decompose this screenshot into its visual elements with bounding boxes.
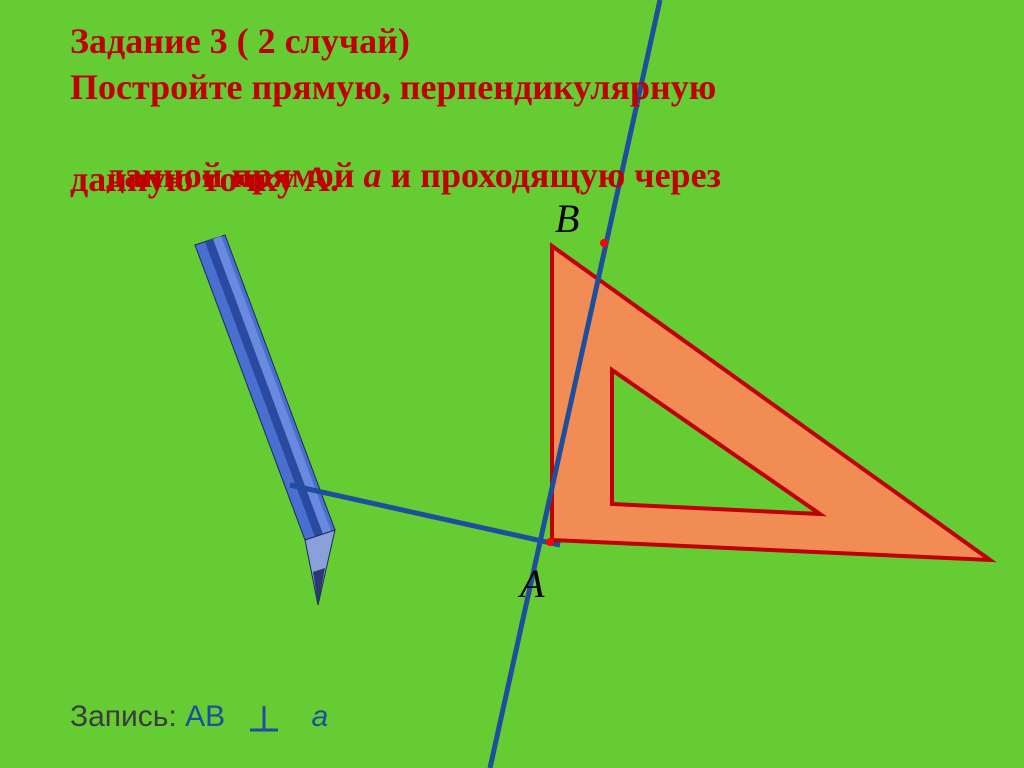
label-A: А (520, 560, 544, 607)
notation-a: а (312, 700, 329, 733)
label-B: В (555, 195, 579, 242)
geometry-slide: Задание 3 ( 2 случай) Постройте прямую, … (0, 0, 1024, 768)
perp-svg (250, 706, 278, 732)
title-line-1: Задание 3 ( 2 случай) (70, 20, 410, 62)
title-line-4: данную точку А. (70, 158, 339, 200)
point-A (546, 538, 554, 546)
title-line-2: Постройте прямую, перпендикулярную (70, 66, 716, 108)
perpendicular-icon (250, 706, 278, 740)
notation-AB: АВ (185, 700, 225, 733)
title-line-3c: и проходящую через (390, 155, 721, 195)
notation: Запись: АВ а (70, 700, 328, 734)
point-B (600, 239, 608, 247)
title-line-3b: а (363, 155, 390, 195)
notation-prefix: Запись: (70, 700, 185, 733)
